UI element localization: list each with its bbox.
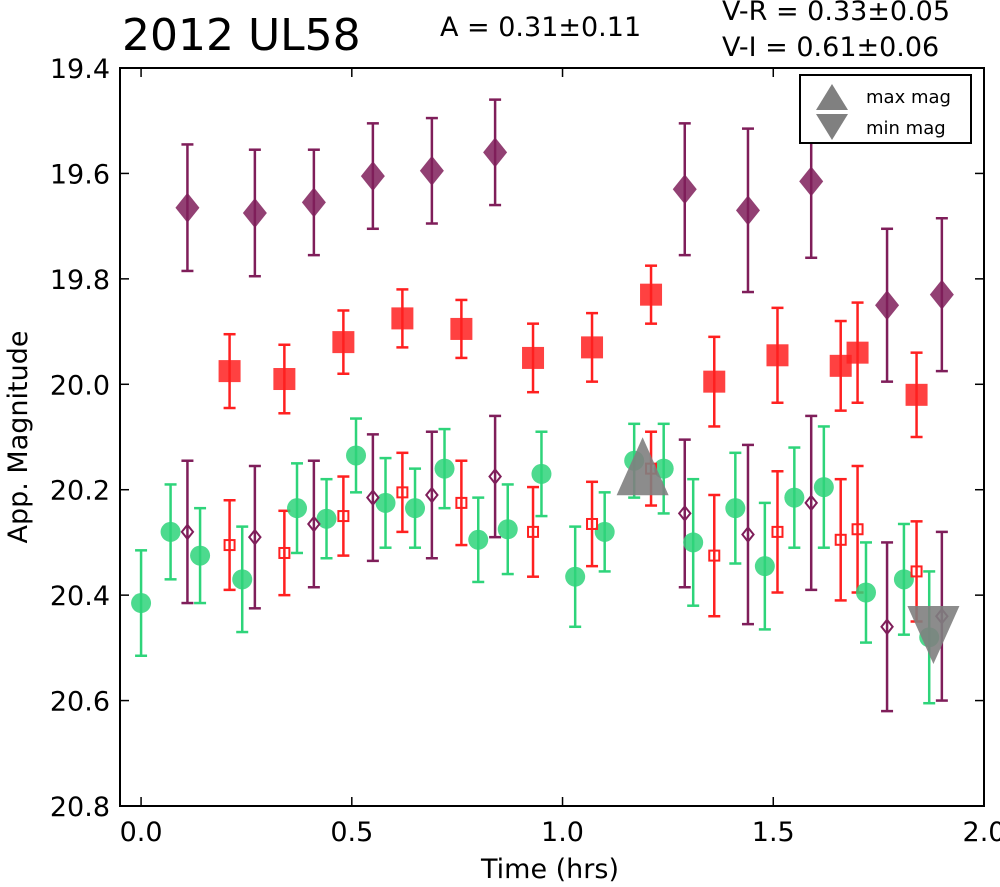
- legend-min-marker: [816, 114, 848, 140]
- data-point: [880, 618, 894, 636]
- data-point: [247, 528, 262, 546]
- data-point: [851, 523, 864, 536]
- data-point: [813, 477, 834, 498]
- data-point: [396, 486, 409, 499]
- plot-frame: [119, 67, 985, 807]
- legend: max mag min mag: [799, 74, 972, 144]
- data-point: [594, 521, 615, 542]
- legend-max-marker: [816, 84, 848, 110]
- data-point: [287, 498, 308, 519]
- data-point: [434, 458, 455, 479]
- data-point: [223, 539, 236, 552]
- data-point: [405, 498, 426, 519]
- y-tick-label: 20.6: [50, 687, 110, 718]
- data-point: [242, 197, 267, 228]
- data-point: [910, 565, 923, 578]
- y-tick-label: 20.8: [50, 792, 110, 823]
- data-point: [672, 174, 697, 205]
- data-markers: [131, 137, 960, 665]
- x-tick-label: 0.5: [330, 817, 373, 848]
- data-point: [306, 515, 321, 533]
- legend-max-label: max mag: [866, 87, 951, 108]
- y-tick-label: 20.0: [50, 370, 110, 401]
- data-point: [581, 336, 604, 359]
- x-axis-label: Time (hrs): [480, 854, 619, 885]
- error-bars: [135, 98, 948, 713]
- data-point: [531, 463, 552, 484]
- data-point: [766, 344, 789, 367]
- data-point: [190, 545, 211, 566]
- axis-ticks: 0.0 0.5 1.0 1.5 2.0 19.4 19.6 19.8 20.0 20.2 20.4 2…: [50, 54, 1000, 848]
- data-point: [365, 489, 380, 507]
- y-tick-label: 20.2: [50, 476, 110, 507]
- data-point: [346, 445, 367, 466]
- data-point: [419, 155, 444, 186]
- data-point: [360, 161, 385, 192]
- data-point: [708, 549, 721, 562]
- data-point: [391, 307, 414, 330]
- data-point: [725, 498, 746, 519]
- data-point: [799, 166, 824, 197]
- max-mag-marker: [616, 437, 669, 496]
- data-point: [455, 496, 468, 509]
- data-point: [527, 525, 540, 538]
- x-tick-label: 1.0: [541, 817, 584, 848]
- data-point: [497, 519, 518, 540]
- x-tick-label: 0.0: [120, 817, 163, 848]
- y-tick-label: 20.4: [50, 581, 110, 612]
- x-tick-label: 1.5: [752, 817, 795, 848]
- data-point: [754, 556, 775, 577]
- data-point: [468, 529, 489, 550]
- data-point: [337, 510, 350, 523]
- data-point: [522, 346, 545, 369]
- chart-title: 2012 UL58: [122, 10, 361, 61]
- data-point: [834, 533, 847, 546]
- legend-min-label: min mag: [866, 118, 946, 139]
- amplitude-label: A = 0.31±0.11: [440, 12, 642, 43]
- data-point: [175, 192, 200, 223]
- data-point: [586, 517, 599, 530]
- data-point: [332, 331, 355, 354]
- y-tick-label: 19.6: [50, 159, 110, 190]
- y-tick-label: 19.8: [50, 265, 110, 296]
- data-point: [278, 546, 291, 559]
- data-point: [771, 525, 784, 538]
- data-point: [488, 467, 502, 486]
- y-tick-label: 19.4: [50, 54, 110, 85]
- data-point: [741, 525, 755, 544]
- data-point: [483, 137, 508, 168]
- min-mag-marker: [907, 606, 960, 665]
- data-point: [232, 569, 253, 590]
- data-point: [640, 283, 663, 306]
- data-point: [273, 368, 296, 391]
- data-point: [855, 582, 876, 603]
- data-point: [131, 593, 152, 614]
- vi-color-label: V-I = 0.61±0.06: [722, 32, 940, 63]
- data-point: [683, 532, 704, 553]
- data-point: [784, 487, 805, 508]
- x-tick-label: 2.0: [963, 817, 1000, 848]
- data-point: [450, 317, 473, 340]
- y-axis-label: App. Magnitude: [3, 331, 34, 544]
- data-point: [565, 566, 586, 587]
- data-point: [425, 486, 439, 504]
- data-point: [905, 383, 928, 406]
- data-point: [804, 494, 819, 512]
- vr-color-label: V-R = 0.33±0.05: [722, 0, 951, 27]
- data-point: [316, 508, 337, 529]
- data-point: [677, 504, 692, 523]
- data-point: [735, 195, 760, 226]
- data-point: [893, 569, 914, 590]
- data-point: [375, 492, 396, 513]
- data-point: [218, 360, 241, 383]
- data-point: [301, 187, 326, 218]
- data-point: [160, 521, 181, 542]
- data-point: [703, 370, 726, 393]
- data-point: [846, 341, 869, 364]
- data-point: [875, 290, 900, 321]
- data-point: [829, 354, 852, 377]
- data-point: [929, 279, 954, 310]
- data-point: [180, 523, 195, 541]
